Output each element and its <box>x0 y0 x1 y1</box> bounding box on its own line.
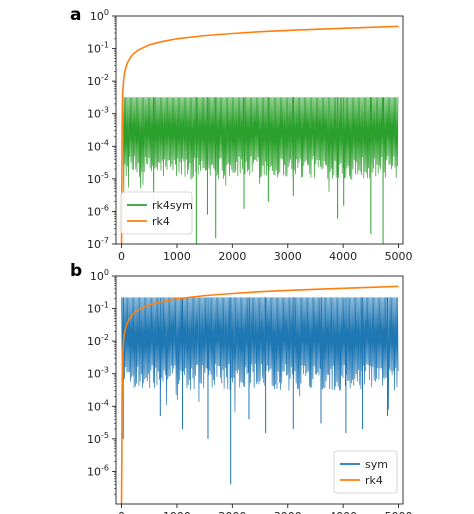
plot-area <box>120 285 399 504</box>
y-tick-label-2: 10-4 <box>87 398 109 413</box>
y-tick-label-3: 10-3 <box>87 366 109 381</box>
y-tick-label-2: 10-5 <box>87 171 109 186</box>
axes-frame <box>115 275 404 505</box>
panel-b: b 0 1000 2000 3000 4000 5000 10-6 10-5 10-4 10-3 10… <box>70 261 413 514</box>
y-tick-label-0: 10-7 <box>87 236 109 251</box>
y-tick-label-5: 10-2 <box>87 73 109 88</box>
legend-frame <box>333 450 398 494</box>
x-tick-label-3: 3000 <box>274 510 302 514</box>
x-tick-label-5: 5000 <box>385 250 413 263</box>
panel-letter-a: a <box>70 5 81 25</box>
y-tick-label-6: 100 <box>90 268 109 283</box>
x-tick-label-2: 2000 <box>218 250 246 263</box>
x-tick-label-4: 4000 <box>329 250 357 263</box>
series-rk4-line <box>120 25 399 244</box>
axes-frame <box>115 15 404 245</box>
y-tick-label-1: 10-6 <box>87 203 109 218</box>
legend-frame <box>120 191 193 235</box>
legend-label-rk4: rk4 <box>152 215 170 228</box>
y-tick-label-0: 10-6 <box>87 463 109 478</box>
y-tick-label-3: 10-4 <box>87 138 109 153</box>
x-tick-label-1: 1000 <box>163 510 191 514</box>
x-tick-label-3: 3000 <box>274 250 302 263</box>
y-tick-label-7: 100 <box>90 8 109 23</box>
legend-label-rk4: rk4 <box>365 474 383 487</box>
x-tick-label-2: 2000 <box>218 510 246 514</box>
x-tick-label-0: 0 <box>118 510 125 514</box>
series-sym-line <box>121 297 399 413</box>
panel-a: a 0 1000 2000 3000 4000 5000 10-7 10-6 10-5 10-4 10… <box>70 5 413 263</box>
x-tick-label-0: 0 <box>118 250 125 263</box>
y-tick-label-4: 10-3 <box>87 106 109 121</box>
legend-label-sym: sym <box>365 458 388 471</box>
series-rk4sym-line <box>122 97 399 198</box>
panel-letter-b: b <box>70 261 82 281</box>
series-rk4-line <box>120 285 399 504</box>
legend: rk4sym rk4 <box>120 191 193 235</box>
y-tick-label-1: 10-5 <box>87 431 109 446</box>
x-tick-label-4: 4000 <box>329 510 357 514</box>
y-tick-label-6: 10-1 <box>87 41 109 56</box>
y-tick-label-5: 10-1 <box>87 301 109 316</box>
legend-label-rk4sym: rk4sym <box>152 199 193 212</box>
x-tick-label-1: 1000 <box>163 250 191 263</box>
x-tick-label-5: 5000 <box>385 510 413 514</box>
legend: sym rk4 <box>333 450 398 494</box>
plot-area <box>120 25 399 244</box>
y-tick-label-4: 10-2 <box>87 333 109 348</box>
